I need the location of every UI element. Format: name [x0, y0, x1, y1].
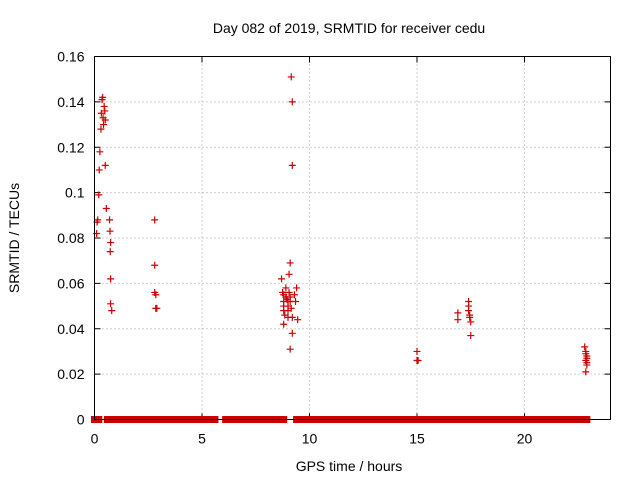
data-point	[99, 93, 107, 101]
x-tick-label: 5	[198, 431, 206, 447]
data-point	[100, 102, 108, 110]
data-point	[286, 345, 294, 353]
grid	[94, 56, 611, 420]
x-axis-label: GPS time / hours	[296, 458, 403, 474]
data-point	[287, 73, 295, 81]
chart-title: Day 082 of 2019, SRMTID for receiver ced…	[213, 20, 485, 36]
data-point	[108, 307, 116, 315]
data-point	[107, 239, 115, 247]
y-tick-label: 0.14	[57, 94, 84, 110]
data-point	[287, 304, 295, 312]
x-tick-labels: 0 5 10 15 20	[91, 431, 533, 447]
x-tick-label: 20	[517, 431, 533, 447]
data-point	[285, 270, 293, 278]
data-point	[465, 307, 473, 315]
x-tick-label: 0	[91, 431, 99, 447]
data-point	[286, 259, 294, 267]
data-point	[288, 313, 296, 321]
y-tick-label: 0.16	[57, 49, 84, 65]
data-point	[467, 332, 475, 340]
plot-frame	[94, 56, 611, 420]
data-point	[94, 216, 102, 224]
data-point	[454, 316, 462, 324]
y-tick-label: 0.08	[57, 230, 84, 246]
data-point	[151, 216, 159, 224]
data-point	[106, 216, 114, 224]
data-points	[91, 73, 591, 423]
data-point	[152, 291, 160, 299]
data-point	[290, 291, 298, 299]
data-point	[107, 300, 115, 308]
y-tick-label: 0.04	[57, 321, 84, 337]
data-point	[288, 98, 296, 106]
y-tick-label: 0.02	[57, 366, 84, 382]
data-point	[280, 320, 288, 328]
data-point	[96, 148, 104, 156]
data-point	[153, 304, 161, 312]
data-point	[95, 191, 103, 199]
y-tick-label: 0.1	[65, 185, 85, 201]
data-point	[285, 288, 293, 296]
data-point	[100, 121, 108, 129]
data-point	[467, 318, 475, 326]
data-point	[414, 357, 422, 365]
data-point	[454, 309, 462, 317]
data-point	[101, 107, 109, 115]
data-point	[293, 284, 301, 292]
data-point	[97, 125, 105, 133]
data-point	[294, 316, 302, 324]
data-point	[107, 275, 115, 283]
data-point	[582, 368, 590, 376]
y-tick-label: 0.06	[57, 275, 84, 291]
y-tick-label: 0	[77, 412, 85, 428]
data-point	[292, 298, 300, 306]
data-point	[101, 116, 109, 124]
data-point	[288, 329, 296, 337]
data-point	[151, 261, 159, 269]
data-point	[413, 347, 421, 355]
x-tick-label: 15	[409, 431, 425, 447]
axis-ticks	[94, 56, 611, 420]
y-tick-labels: 0 0.02 0.04 0.06 0.08 0.1 0.12 0.14 0.16	[57, 49, 84, 428]
data-point	[288, 161, 296, 169]
y-axis-label: SRMTID / TECUs	[6, 183, 22, 293]
data-point	[278, 275, 286, 283]
data-point	[581, 343, 589, 351]
data-point	[583, 361, 591, 369]
data-point	[95, 166, 103, 174]
data-point	[282, 284, 290, 292]
data-point	[106, 227, 114, 235]
data-point	[102, 205, 110, 213]
data-point	[106, 248, 114, 256]
y-tick-label: 0.12	[57, 139, 84, 155]
data-point	[101, 161, 109, 169]
x-tick-label: 10	[302, 431, 318, 447]
data-point	[466, 313, 474, 321]
